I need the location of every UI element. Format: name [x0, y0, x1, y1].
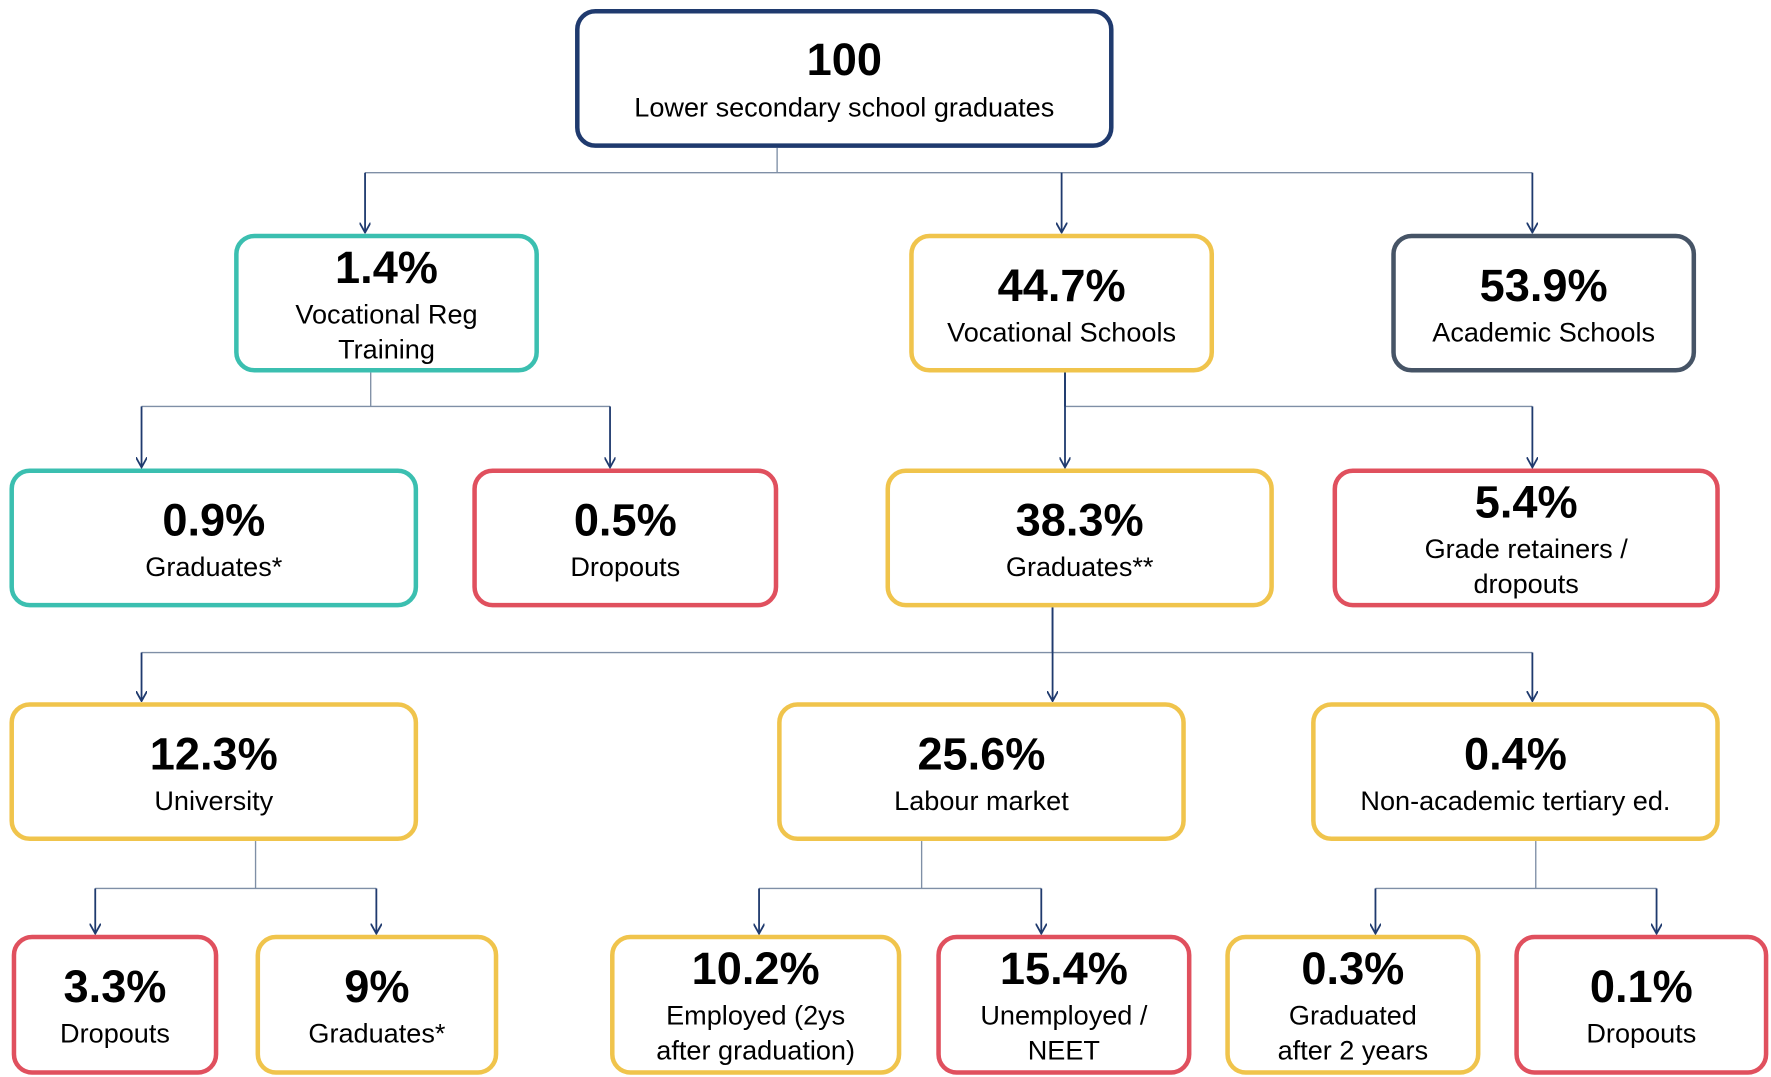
node-label: Graduates* [145, 551, 282, 582]
node-value: 25.6% [917, 728, 1045, 779]
node-label: Academic Schools [1432, 316, 1655, 347]
node-box [885, 468, 1274, 608]
node-value: 5.4% [1475, 477, 1578, 528]
node-label: Non-academic tertiary ed. [1360, 785, 1670, 816]
node-box [1311, 702, 1720, 842]
node-label: Training [338, 333, 435, 364]
node-box [234, 233, 539, 373]
node-value: 12.3% [150, 728, 278, 779]
node-value: 38.3% [1016, 495, 1144, 546]
node-value: 0.1% [1590, 961, 1693, 1012]
node-label: dropouts [1473, 568, 1578, 599]
node-label: Dropouts [570, 551, 680, 582]
node-label: after 2 years [1278, 1034, 1429, 1065]
node-value: 15.4% [1000, 943, 1128, 994]
node-box [936, 934, 1192, 1075]
node-label: Graduates* [308, 1017, 445, 1048]
node-value: 0.3% [1301, 943, 1404, 994]
node-box [472, 468, 779, 608]
node-box [255, 934, 499, 1075]
node-value: 53.9% [1480, 260, 1608, 311]
node-value: 0.5% [574, 495, 677, 546]
node-value: 0.4% [1464, 728, 1567, 779]
node-box [575, 9, 1114, 148]
node-value: 10.2% [692, 943, 820, 994]
node-box [1391, 233, 1697, 373]
node-value: 9% [344, 961, 409, 1012]
node-label: Employed (2ys [666, 999, 845, 1030]
node-label: after graduation) [656, 1034, 855, 1065]
node-label: Vocational Reg [295, 298, 477, 329]
node-label: Dropouts [1586, 1017, 1696, 1048]
node-box [9, 468, 419, 608]
node-box [777, 702, 1186, 842]
node-value: 44.7% [998, 260, 1126, 311]
node-box [1332, 468, 1720, 608]
node-label: Graduates** [1006, 551, 1154, 582]
node-value: 100 [807, 34, 882, 85]
node-label: Lower secondary school graduates [634, 92, 1054, 123]
node-box [909, 233, 1215, 373]
node-label: Vocational Schools [947, 316, 1176, 347]
node-label: Grade retainers / [1425, 533, 1629, 564]
node-value: 1.4% [335, 242, 438, 293]
node-box [9, 702, 419, 842]
node-box [610, 934, 902, 1075]
node-label: NEET [1028, 1034, 1100, 1065]
node-label: Graduated [1289, 999, 1417, 1030]
node-value: 0.9% [162, 495, 265, 546]
node-label: Dropouts [60, 1017, 170, 1048]
node-label: Unemployed / [980, 999, 1148, 1030]
node-box [1514, 934, 1769, 1075]
node-box [1225, 934, 1481, 1075]
node-value: 3.3% [64, 961, 167, 1012]
node-box [11, 934, 219, 1075]
node-label: Labour market [894, 785, 1069, 816]
node-label: University [154, 785, 273, 816]
